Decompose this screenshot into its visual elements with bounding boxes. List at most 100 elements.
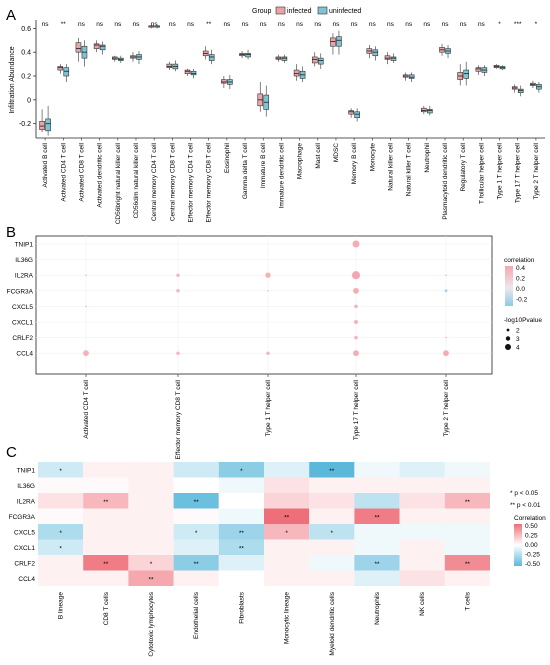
box — [221, 79, 227, 84]
col-label-type-1-t-helper-cell: Type 1 T helper cell — [265, 379, 272, 436]
x-tick-label: Effector memory CD4 T cell — [188, 142, 195, 222]
cell-fcgr3a-cd8-t-cells — [83, 508, 129, 524]
box-uninfected-activated-cd4-t-cell — [63, 64, 70, 82]
x-tick-label: Central memory CD4 T cell — [151, 142, 158, 221]
heatmap-column-labels: B lineage CD8 T cells Cytotoxic lymphocyte… — [58, 591, 472, 656]
y-tick-label: 0.2 — [21, 74, 31, 81]
significance-label: ns — [278, 21, 286, 28]
box-uninfected-gamma-delta-t-cell — [245, 49, 251, 60]
size-legend-dot — [505, 336, 511, 341]
cell-tnip1-t-cells — [444, 462, 490, 478]
cell-il36g-t-cells — [444, 477, 490, 493]
col-label-endothelial-cells: Endothelial cells — [193, 591, 200, 639]
x-tick-label: Effector memory CD8 T cell — [206, 142, 213, 222]
significance-label: ns — [460, 21, 468, 28]
cell-cxcl5-cytotoxic-lymphocytes — [128, 524, 174, 540]
box-uninfected-natural-killer-cell — [390, 53, 397, 63]
box — [63, 67, 70, 77]
x-tick-label: Central memory CD8 T cell — [169, 142, 176, 221]
x-tick-label: Gamma delta T cell — [242, 142, 249, 199]
box-infected-neutrophil — [421, 105, 427, 115]
cell-il36g-endothelial-cells — [173, 477, 219, 493]
y-tick-label: 0.4 — [21, 50, 31, 57]
cell-cxcl1-monocytic-lineage — [264, 539, 310, 555]
cell-ccl4-t-cells — [444, 570, 490, 586]
dot-ccl4-type-2-t-helper-cell — [443, 350, 449, 357]
cell-star: ** — [194, 561, 200, 568]
sig-legend-2: ** p < 0.01 — [510, 502, 541, 509]
cell-il2ra-cd8-t-cells — [83, 493, 129, 509]
significance-label: ns — [223, 21, 231, 28]
cell-tnip1-cd8-t-cells — [83, 462, 129, 478]
cell-il36g-fibroblasts — [218, 477, 264, 493]
panel-label-b: B — [6, 224, 16, 241]
col-label-type-2-t-helper-cell: Type 2 T helper cell — [443, 379, 450, 436]
significance-label: ns — [333, 21, 341, 28]
box-infected-natural-killer-t-cell — [402, 72, 409, 81]
col-label-cytotoxic-lymphocytes: Cytotoxic lymphocytes — [148, 591, 155, 656]
cell-star: ** — [374, 514, 380, 521]
cell-star: ** — [374, 561, 380, 568]
cell-fcgr3a-neutrophils — [354, 508, 400, 524]
cell-fcgr3a-cytotoxic-lymphocytes — [128, 508, 174, 524]
significance-label: *** — [514, 21, 522, 28]
col-label-myeloid-dendritic-cells: Myeloid dendritic cells — [329, 591, 336, 655]
size-legend-label: 3 — [516, 336, 520, 343]
heatmap-legend-tick: 0.00 — [525, 542, 538, 549]
panel-b-dots — [83, 240, 449, 357]
box — [330, 37, 336, 47]
box — [184, 69, 191, 74]
x-tick-label: Natural killer T cell — [406, 142, 413, 196]
size-legend-title: -log10Pvalue — [504, 317, 542, 324]
cell-cxcl1-fibroblasts — [218, 539, 264, 555]
cell-il36g-cytotoxic-lymphocytes — [128, 477, 174, 493]
panel-label-c: C — [6, 444, 17, 461]
cell-tnip1-endothelial-cells — [173, 462, 219, 478]
cell-cxcl5-b-lineage — [38, 524, 84, 540]
box — [99, 44, 106, 51]
col-label-nk-cells: NK cells — [419, 591, 426, 616]
y-tick-label: -0.2 — [19, 121, 31, 128]
cell-star: * — [195, 530, 198, 537]
cell-ccl4-cd8-t-cells — [83, 570, 129, 586]
col-label-type-17-t-helper-cell: Type 17 T helper cell — [353, 379, 360, 440]
box-infected-eosinophil — [221, 76, 227, 88]
box-uninfected-activated-b-cell — [45, 105, 51, 136]
row-label-cxcl1: CXCL1 — [14, 545, 35, 552]
x-tick-label: Memory B cell — [351, 142, 358, 184]
box-infected-type-1-t-helper-cell — [493, 64, 500, 69]
row-label-cxcl5: CXCL5 — [12, 304, 33, 311]
x-tick-label: Activated dendritic cell — [97, 142, 104, 207]
x-tick-label: MDSC — [333, 143, 340, 162]
cell-cxcl1-endothelial-cells — [173, 539, 219, 555]
box-infected-cd56bright-natural-killer-cell — [112, 55, 118, 62]
x-tick-label: Immature dendritic cell — [278, 142, 285, 208]
cell-crlf2-cd8-t-cells — [83, 555, 129, 571]
cell-ccl4-nk-cells — [399, 570, 445, 586]
cell-crlf2-fibroblasts — [218, 555, 264, 571]
cell-cxcl5-nk-cells — [399, 524, 445, 540]
box — [427, 109, 433, 114]
row-label-il2ra: IL2RA — [17, 498, 36, 505]
box-uninfected-mast-cell — [317, 53, 324, 69]
cell-star: * — [150, 561, 153, 568]
box-infected-regulatory-t-cell — [457, 64, 463, 86]
box — [208, 54, 215, 61]
cell-star: ** — [103, 561, 109, 568]
cell-ccl4-cytotoxic-lymphocytes — [128, 570, 174, 586]
box — [390, 56, 397, 61]
significance-label: ns — [351, 21, 359, 28]
box-uninfected-macrophage — [299, 66, 306, 82]
dot-il2ra-type-1-t-helper-cell — [265, 272, 271, 278]
size-legend-dot — [505, 344, 511, 350]
box-infected-immature-dendritic-cell — [275, 54, 282, 62]
x-tick-label: Macrophage — [297, 143, 304, 180]
x-tick-label: Eosinophil — [224, 142, 231, 173]
box-uninfected-memory-b-cell — [354, 108, 360, 122]
cell-crlf2-myeloid-dendritic-cells — [309, 555, 355, 571]
cell-crlf2-endothelial-cells — [173, 555, 219, 571]
cell-il2ra-cytotoxic-lymphocytes — [128, 493, 174, 509]
cell-cxcl1-cd8-t-cells — [83, 539, 129, 555]
box — [348, 110, 354, 115]
row-label-il36g: IL36G — [17, 483, 35, 490]
